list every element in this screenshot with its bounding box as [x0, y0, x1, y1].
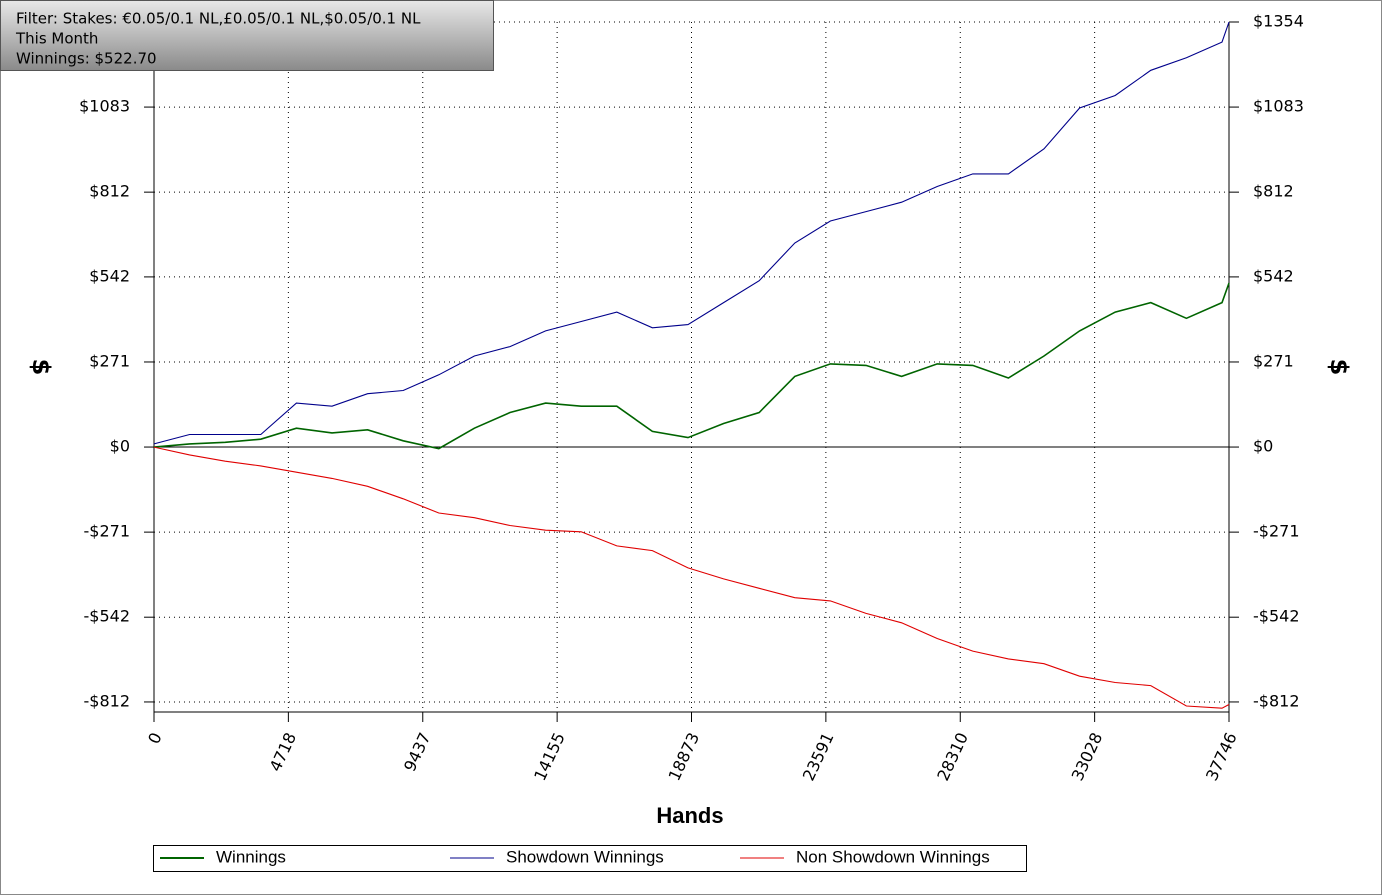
y2-tick-label: $812	[1253, 182, 1294, 201]
series-line	[153, 282, 1230, 450]
legend-label: Winnings	[216, 847, 286, 866]
y-tick-label: $542	[89, 266, 130, 285]
filter-box	[0, 0, 494, 71]
y2-tick-label: $0	[1253, 437, 1273, 456]
y-tick-label: $271	[89, 351, 130, 370]
y-tick-label: -$812	[84, 691, 131, 710]
y2-tick-label: $542	[1253, 266, 1294, 285]
legend-box	[153, 845, 1027, 872]
y2-tick-label: -$542	[1253, 607, 1300, 626]
legend-label: Non Showdown Winnings	[796, 847, 990, 866]
y2-tick-label: $1354	[1253, 12, 1304, 31]
annotation: Filter: Stakes: €0.05/0.1 NL,£0.05/0.1 N…	[16, 10, 421, 28]
annotation: Winnings: $522.70	[16, 50, 157, 68]
y-tick-label: $0	[110, 437, 130, 456]
y-tick-label: -$271	[84, 522, 131, 541]
y-axis-label: $	[27, 359, 55, 376]
annotation: This Month	[15, 30, 98, 48]
x-axis-label: Hands	[656, 803, 723, 828]
y2-tick-label: -$812	[1253, 691, 1300, 710]
series-line	[153, 21, 1230, 445]
y2-tick-label: -$271	[1253, 522, 1300, 541]
y2-tick-label: $1083	[1253, 97, 1304, 116]
y2-axis-label: $	[1325, 359, 1353, 376]
y-tick-label: -$542	[84, 607, 131, 626]
y2-tick-label: $271	[1253, 351, 1294, 370]
legend-label: Showdown Winnings	[506, 847, 664, 866]
y-tick-label: $1083	[79, 97, 130, 116]
y-tick-label: $812	[89, 182, 130, 201]
series-line	[153, 446, 1230, 709]
